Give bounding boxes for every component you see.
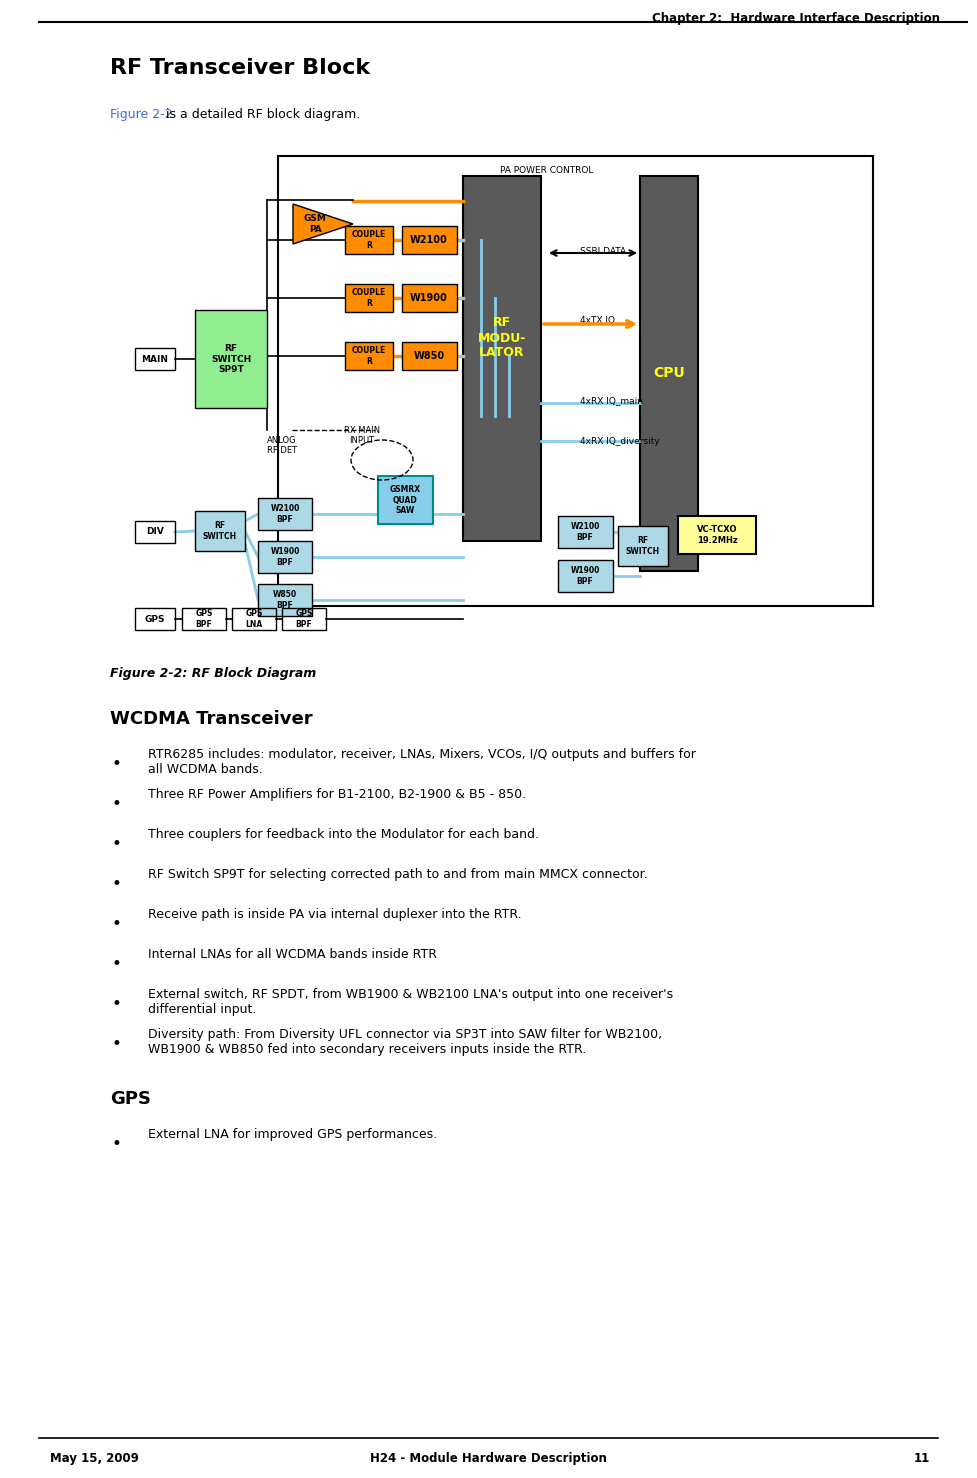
Text: •: • <box>111 995 121 1012</box>
Text: •: • <box>111 1135 121 1153</box>
Text: •: • <box>111 915 121 933</box>
Text: ANLOG
RF DET: ANLOG RF DET <box>267 436 297 455</box>
FancyBboxPatch shape <box>258 498 312 531</box>
Text: Three RF Power Amplifiers for B1-2100, B2-1900 & B5 - 850.: Three RF Power Amplifiers for B1-2100, B… <box>148 788 527 801</box>
Text: 4xRX IQ_diversity: 4xRX IQ_diversity <box>580 436 659 445</box>
FancyBboxPatch shape <box>618 526 668 566</box>
Text: External switch, RF SPDT, from WB1900 & WB2100 LNA's output into one receiver's
: External switch, RF SPDT, from WB1900 & … <box>148 987 673 1015</box>
Text: W850: W850 <box>413 350 445 361</box>
Text: RF Transceiver Block: RF Transceiver Block <box>110 58 370 78</box>
Text: COUPLE
R: COUPLE R <box>352 231 386 250</box>
Text: VC-TCXO
19.2MHz: VC-TCXO 19.2MHz <box>697 525 738 545</box>
Text: •: • <box>111 835 121 853</box>
Text: GPS: GPS <box>145 615 165 624</box>
FancyBboxPatch shape <box>678 516 756 554</box>
FancyBboxPatch shape <box>463 176 541 541</box>
FancyBboxPatch shape <box>402 341 457 370</box>
Text: May 15, 2009: May 15, 2009 <box>50 1451 139 1465</box>
Text: •: • <box>111 875 121 893</box>
FancyBboxPatch shape <box>402 284 457 312</box>
Text: W2100: W2100 <box>410 235 447 245</box>
Text: GPS
BPF: GPS BPF <box>195 609 213 628</box>
Text: RTR6285 includes: modulator, receiver, LNAs, Mixers, VCOs, I/Q outputs and buffe: RTR6285 includes: modulator, receiver, L… <box>148 748 696 776</box>
FancyBboxPatch shape <box>345 284 393 312</box>
Text: MAIN: MAIN <box>142 355 168 364</box>
Text: W1900
BPF: W1900 BPF <box>271 547 300 566</box>
Text: WCDMA Transceiver: WCDMA Transceiver <box>110 709 313 729</box>
Text: RF
SWITCH
SP9T: RF SWITCH SP9T <box>211 344 251 374</box>
Text: GPS
BPF: GPS BPF <box>295 609 313 628</box>
FancyBboxPatch shape <box>258 541 312 573</box>
Text: W1900
BPF: W1900 BPF <box>571 566 600 585</box>
Text: CPU: CPU <box>654 367 685 380</box>
FancyBboxPatch shape <box>640 176 698 571</box>
Text: GSM
PA: GSM PA <box>304 214 326 234</box>
Text: Receive path is inside PA via internal duplexer into the RTR.: Receive path is inside PA via internal d… <box>148 907 522 921</box>
Text: •: • <box>111 755 121 773</box>
Text: COUPLE
R: COUPLE R <box>352 346 386 365</box>
Text: RF
MODU-
LATOR: RF MODU- LATOR <box>478 316 527 359</box>
Text: H24 - Module Hardware Description: H24 - Module Hardware Description <box>369 1451 607 1465</box>
Text: PA POWER CONTROL: PA POWER CONTROL <box>500 166 593 174</box>
Text: COUPLE
R: COUPLE R <box>352 288 386 307</box>
Text: is a detailed RF block diagram.: is a detailed RF block diagram. <box>162 108 361 121</box>
Text: RF
SWITCH: RF SWITCH <box>203 522 237 541</box>
Text: W2100
BPF: W2100 BPF <box>271 504 300 523</box>
Text: 4xRX IQ_main: 4xRX IQ_main <box>580 396 643 405</box>
Text: 4xTX IQ: 4xTX IQ <box>580 316 615 325</box>
Text: Diversity path: From Diversity UFL connector via SP3T into SAW filter for WB2100: Diversity path: From Diversity UFL conne… <box>148 1029 662 1055</box>
Text: •: • <box>111 795 121 813</box>
FancyBboxPatch shape <box>345 226 393 254</box>
Text: Chapter 2:  Hardware Interface Description: Chapter 2: Hardware Interface Descriptio… <box>652 12 940 25</box>
Polygon shape <box>293 204 353 244</box>
Text: Figure 2-2: RF Block Diagram: Figure 2-2: RF Block Diagram <box>110 667 317 680</box>
Text: GPS: GPS <box>110 1089 151 1108</box>
FancyBboxPatch shape <box>195 310 267 408</box>
Text: •: • <box>111 955 121 973</box>
Text: W2100
BPF: W2100 BPF <box>571 522 600 542</box>
FancyBboxPatch shape <box>558 516 613 548</box>
FancyBboxPatch shape <box>345 341 393 370</box>
Text: RF Switch SP9T for selecting corrected path to and from main MMCX connector.: RF Switch SP9T for selecting corrected p… <box>148 868 648 881</box>
Text: DIV: DIV <box>147 528 164 537</box>
Text: Internal LNAs for all WCDMA bands inside RTR: Internal LNAs for all WCDMA bands inside… <box>148 947 437 961</box>
Text: RX MAIN
INPUT: RX MAIN INPUT <box>344 426 380 445</box>
Text: W1900: W1900 <box>410 293 447 303</box>
FancyBboxPatch shape <box>378 476 433 525</box>
Text: GSMRX
QUAD
SAW: GSMRX QUAD SAW <box>390 485 420 514</box>
Text: 11: 11 <box>913 1451 930 1465</box>
FancyBboxPatch shape <box>402 226 457 254</box>
FancyBboxPatch shape <box>195 511 245 551</box>
FancyBboxPatch shape <box>558 560 613 593</box>
Text: GPS
LNA: GPS LNA <box>245 609 263 628</box>
Text: W850
BPF: W850 BPF <box>273 590 297 610</box>
Text: External LNA for improved GPS performances.: External LNA for improved GPS performanc… <box>148 1128 437 1141</box>
FancyBboxPatch shape <box>258 584 312 616</box>
Text: Figure 2-2: Figure 2-2 <box>110 108 173 121</box>
Text: RF
SWITCH: RF SWITCH <box>626 537 660 556</box>
Text: SSBI DATA: SSBI DATA <box>580 247 626 256</box>
Text: Three couplers for feedback into the Modulator for each band.: Three couplers for feedback into the Mod… <box>148 828 539 841</box>
Text: •: • <box>111 1035 121 1052</box>
